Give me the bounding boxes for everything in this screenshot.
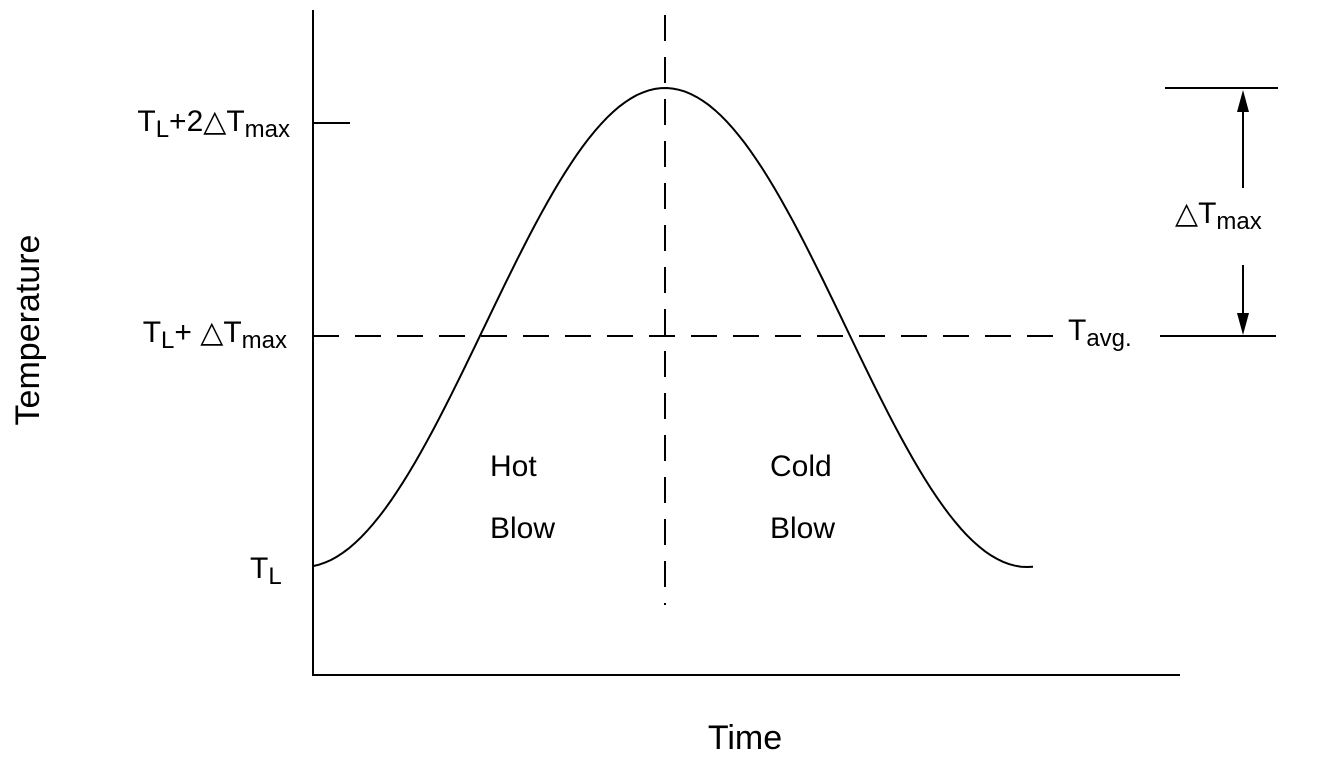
label-part: max (245, 116, 290, 143)
label-part: max (1216, 208, 1261, 235)
delta-label: △Tmax (1175, 197, 1262, 235)
region-label: Blow (490, 512, 555, 545)
label-part: T (1068, 314, 1086, 347)
label-part: L (156, 116, 169, 143)
label-part: avg. (1086, 325, 1131, 352)
x-axis-label: Time (708, 719, 782, 757)
label-part: T (250, 552, 268, 585)
avg-label: Tavg. (1068, 314, 1132, 352)
label-part: +2△T (169, 105, 245, 138)
label-part: T (143, 316, 161, 349)
region-label: Hot (490, 450, 537, 483)
label-part: L (161, 327, 174, 354)
temperature-curve (312, 86, 1034, 569)
y-axis-label: Temperature (9, 235, 47, 426)
level-label: TL+ △Tmax (143, 316, 287, 354)
arrow-head-up (1237, 90, 1249, 112)
region-label: Cold (770, 450, 832, 483)
label-part: T (137, 105, 155, 138)
level-label: TL+2△Tmax (137, 105, 290, 143)
arrow-head-down (1237, 313, 1249, 335)
region-label: Blow (770, 512, 835, 545)
label-part: L (268, 563, 281, 590)
level-label: TL (250, 552, 282, 590)
label-part: max (242, 327, 287, 354)
label-part: △T (1175, 197, 1216, 230)
label-part: + △T (174, 316, 241, 349)
